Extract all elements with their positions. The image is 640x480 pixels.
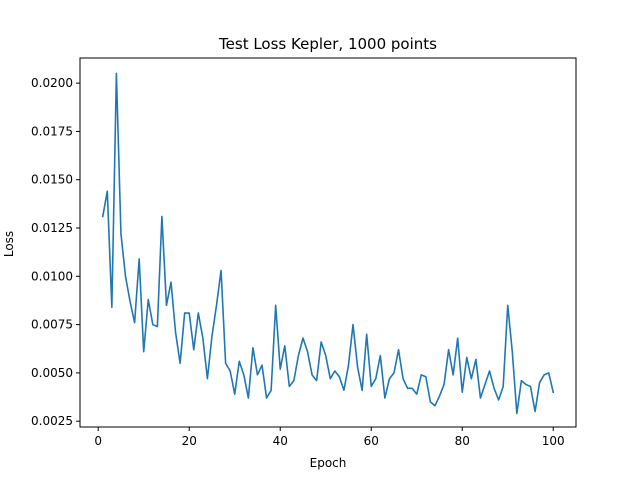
x-tick-label: 80 — [455, 434, 470, 448]
y-tick-label: 0.0025 — [31, 414, 73, 428]
x-tick-label: 0 — [94, 434, 102, 448]
y-axis: 0.0025 0.0050 0.0075 0.0100 0.0125 0.0150 0.01… — [31, 76, 80, 428]
y-tick-label: 0.0150 — [31, 173, 73, 187]
y-tick-label: 0.0125 — [31, 221, 73, 235]
chart-title: Test Loss Kepler, 1000 points — [218, 35, 437, 53]
x-axis: 0 20 40 60 80 100 — [94, 427, 565, 448]
series-layer — [101, 72, 555, 415]
loss-series-line — [101, 72, 555, 415]
x-tick-label: 60 — [364, 434, 379, 448]
y-axis-label: Loss — [2, 231, 16, 257]
y-tick-label: 0.0175 — [31, 124, 73, 138]
x-axis-label: Epoch — [310, 456, 347, 470]
y-tick-label: 0.0075 — [31, 318, 73, 332]
y-tick-label: 0.0050 — [31, 366, 73, 380]
plot-frame — [79, 57, 577, 428]
x-tick-label: 20 — [182, 434, 197, 448]
x-tick-label: 40 — [273, 434, 288, 448]
y-tick-label: 0.0100 — [31, 269, 73, 283]
y-tick-label: 0.0200 — [31, 76, 73, 90]
x-tick-label: 100 — [542, 434, 565, 448]
plot-area: 0 20 40 60 80 100 0.00250.00500.00750.01000.0… — [31, 57, 577, 448]
